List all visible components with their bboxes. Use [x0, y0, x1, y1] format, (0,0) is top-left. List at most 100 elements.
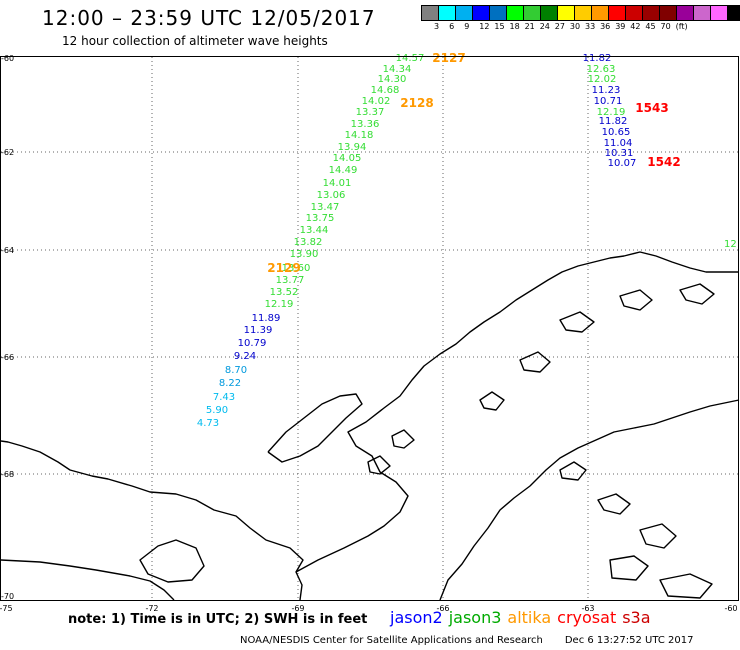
legend-jason3: jason3 — [448, 608, 502, 627]
coastline-segment — [391, 429, 415, 449]
coastline-segment — [295, 251, 739, 573]
pass-number: 2128 — [400, 96, 433, 110]
lon-label: -60 — [724, 604, 737, 613]
scale-label: 33 — [585, 22, 596, 31]
scale-label: 45 — [645, 22, 656, 31]
wave-height-value: 13.37 — [356, 107, 385, 118]
wave-height-value: 13.52 — [270, 287, 299, 298]
wave-height-value: 9.24 — [234, 351, 256, 362]
wave-height-value: 10.71 — [594, 96, 623, 107]
legend-cryosat: cryosat — [557, 608, 617, 627]
wave-height-value: 14.01 — [323, 178, 352, 189]
wave-readings: 14.5714.3414.3014.6814.0213.3713.3614.18… — [197, 51, 737, 429]
wave-height-value: 14.68 — [371, 85, 400, 96]
lat-label: -64 — [1, 246, 14, 255]
wave-height-value: 10.65 — [602, 127, 631, 138]
wave-height-value: 12.19 — [265, 299, 294, 310]
wave-height-value: 11.89 — [252, 313, 281, 324]
legend-altika: altika — [507, 608, 552, 627]
coastline-segment — [519, 351, 551, 373]
coastline-segment — [559, 311, 595, 333]
wave-height-value: 8.22 — [219, 378, 241, 389]
wave-height-value: 14.30 — [378, 74, 407, 85]
scale-label: 3 — [434, 22, 440, 31]
wave-height-value: 13.36 — [351, 119, 380, 130]
lat-label: -68 — [1, 470, 14, 479]
scale-label: 39 — [615, 22, 626, 31]
wave-height-value: 13.75 — [306, 213, 335, 224]
wave-height-value: 13.47 — [311, 202, 340, 213]
wave-height-value: 13.06 — [317, 190, 346, 201]
wave-height-value: 10.31 — [605, 148, 634, 159]
wave-height-value: 13.94 — [338, 142, 367, 153]
coastline-segment — [139, 539, 205, 583]
wave-height-value: 7.43 — [213, 392, 235, 403]
coastline-segment — [367, 455, 391, 475]
wave-height-value: 11.82 — [599, 116, 628, 127]
coastline-segment — [0, 440, 304, 601]
wave-height-value: 4.73 — [197, 418, 219, 429]
lon-label: -72 — [145, 604, 158, 613]
wave-height-value: 11.23 — [592, 85, 621, 96]
note-text: note: 1) Time is in UTC; 2) SWH is in fe… — [68, 612, 368, 627]
scale-label: 15 — [494, 22, 505, 31]
wave-height-value: 14.49 — [329, 165, 358, 176]
credit-line: NOAA/NESDIS Center for Satellite Applica… — [240, 635, 693, 646]
axis-labels: -60 -62 -64 -66 -68 -70 -75 -72 -69 -66 -63 -60 — [0, 54, 738, 613]
lon-label: -69 — [291, 604, 304, 613]
scale-swatch — [727, 5, 740, 21]
coastline-segment — [609, 555, 649, 581]
coastline-segment — [479, 391, 505, 411]
scale-label: (ft) — [675, 22, 688, 31]
coastline-segment — [559, 461, 587, 481]
scale-label: 21 — [524, 22, 535, 31]
scale-label: 24 — [539, 22, 550, 31]
wave-height-value: 12 — [724, 239, 737, 250]
wave-height-value: 8.70 — [225, 365, 247, 376]
wave-height-value: 10.07 — [608, 158, 637, 169]
scale-label: 36 — [600, 22, 611, 31]
pass-number: 2129 — [267, 261, 300, 275]
wave-height-value: 12.63 — [587, 64, 616, 75]
map-frame — [0, 56, 739, 601]
coastline-segment — [439, 399, 740, 601]
scale-label: 42 — [630, 22, 641, 31]
wave-height-value: 14.34 — [383, 64, 412, 75]
coastline-segment — [619, 289, 653, 311]
pass-number: 1542 — [647, 155, 680, 169]
coastline-segment — [597, 493, 631, 515]
wave-height-value: 14.02 — [362, 96, 391, 107]
coastline-segment — [639, 523, 677, 549]
scale-label: 30 — [569, 22, 581, 31]
wave-height-value: 5.90 — [206, 405, 228, 416]
color-scale-bar — [421, 5, 740, 21]
lon-label: -75 — [0, 604, 13, 613]
timestamp: Dec 6 13:27:52 UTC 2017 — [564, 635, 694, 646]
scale-label: 12 — [479, 22, 490, 31]
wave-height-value: 12.19 — [597, 107, 626, 118]
wave-height-value: 10.79 — [238, 338, 267, 349]
lon-label: -63 — [581, 604, 594, 613]
wave-height-value: 13.44 — [300, 225, 329, 236]
wave-height-value: 13.60 — [282, 263, 311, 274]
legend-s3a: s3a — [622, 608, 651, 627]
wave-height-value: 13.77 — [276, 275, 305, 286]
coastline-segment — [0, 559, 175, 601]
legend-jason2: jason2 — [390, 608, 443, 627]
wave-height-value: 13.90 — [290, 249, 319, 260]
wave-height-value: 11.82 — [583, 53, 612, 64]
scale-label: 6 — [449, 22, 455, 31]
page-subtitle: 12 hour collection of altimeter wave hei… — [62, 34, 328, 48]
wave-height-value: 12.02 — [588, 74, 617, 85]
page-title: 12:00 – 23:59 UTC 12/05/2017 — [42, 6, 376, 30]
wave-height-value: 14.05 — [333, 153, 362, 164]
coastline-segment — [679, 283, 715, 305]
pass-number: 1543 — [635, 101, 668, 115]
wave-height-value: 11.39 — [244, 325, 273, 336]
lat-label: -66 — [1, 353, 14, 362]
credit-text: NOAA/NESDIS Center for Satellite Applica… — [240, 635, 543, 646]
wave-height-value: 11.04 — [604, 138, 633, 149]
pass-number: 2127 — [432, 51, 465, 65]
wave-height-value: 14.57 — [396, 53, 425, 64]
